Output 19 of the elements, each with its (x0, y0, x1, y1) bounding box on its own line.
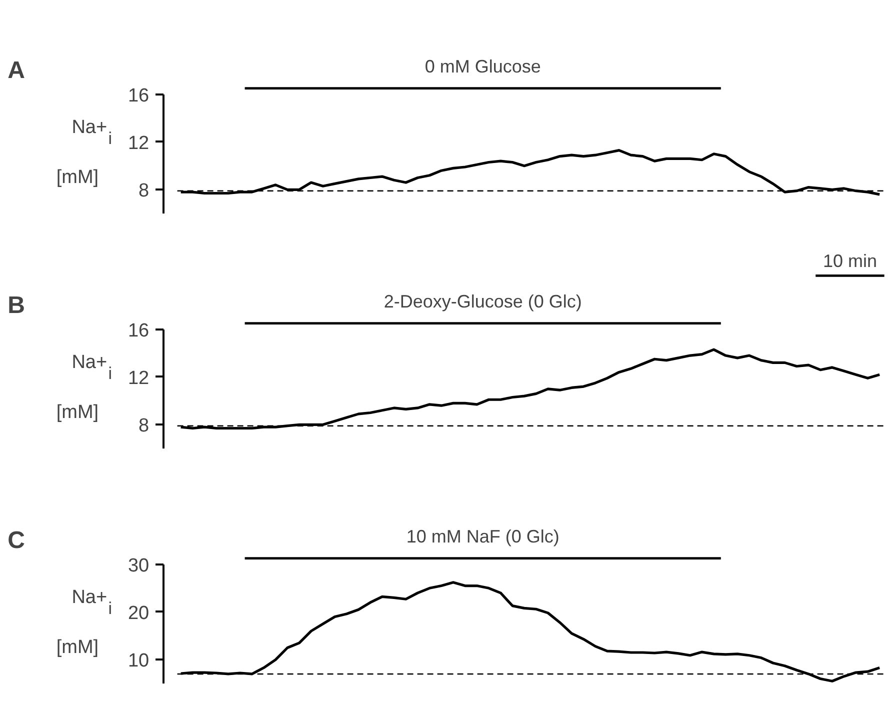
text: 10 min (822, 250, 877, 271)
line-series (180, 348, 881, 430)
chart-subtitle: 10 mM NaF (0 Glc) (406, 526, 560, 546)
line-series (180, 149, 881, 196)
y-tick-label: 16 (128, 85, 150, 106)
y-tick-label: 16 (128, 320, 150, 342)
y-tick-label: 20 (128, 602, 150, 624)
chart-subtitle: 2-Deoxy-Glucose (0 Glc) (384, 291, 582, 312)
y-tick-label: 8 (138, 416, 150, 437)
y-tick-label: 8 (138, 180, 150, 202)
chart-title: B (8, 292, 25, 319)
y-tick-label: 12 (128, 132, 150, 154)
y-tick-label: 12 (128, 368, 150, 389)
line-series (180, 581, 881, 682)
chart-title: A (8, 56, 25, 84)
y-tick-label: 10 (128, 650, 150, 672)
y-tick-label: 30 (128, 555, 150, 576)
chart-title: C (8, 526, 25, 554)
chart-subtitle: 0 mM Glucose (424, 56, 541, 76)
